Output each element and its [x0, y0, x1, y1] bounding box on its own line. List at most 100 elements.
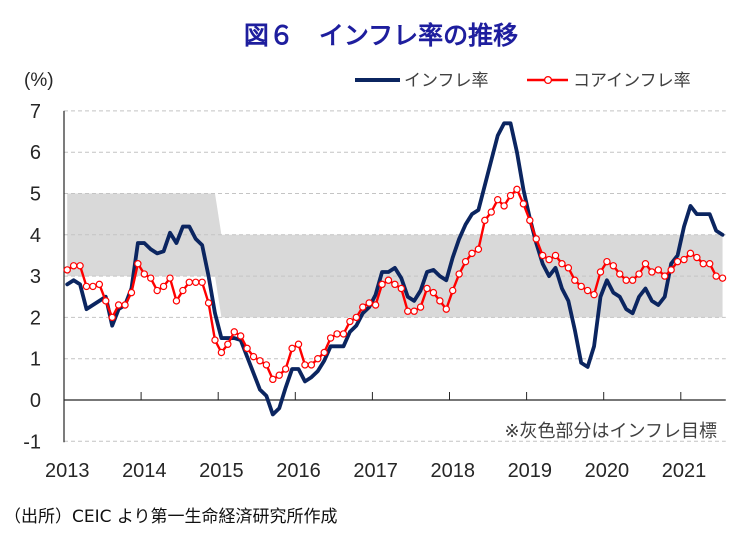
core-inflation-marker	[371, 301, 380, 309]
y-tick-label: 1	[30, 349, 41, 371]
core-inflation-marker	[153, 286, 161, 295]
legend-label-core-inflation: コアインフレ率	[573, 71, 691, 91]
core-inflation-marker	[718, 274, 727, 282]
core-inflation-marker	[320, 348, 328, 357]
core-inflation-marker	[551, 251, 560, 260]
legend-label-inflation: インフレ率	[404, 71, 489, 91]
core-inflation-marker	[294, 340, 303, 348]
core-inflation-marker	[230, 328, 238, 336]
core-inflation-marker	[217, 348, 226, 357]
core-inflation-marker	[500, 202, 508, 210]
core-inflation-marker	[301, 361, 309, 369]
core-inflation-marker	[622, 276, 630, 284]
core-inflation-marker	[635, 270, 643, 278]
core-inflation-marker	[249, 352, 258, 361]
target-band-layer	[67, 193, 723, 318]
legend-marker-core-inflation	[543, 75, 553, 85]
core-inflation-marker	[628, 276, 637, 284]
core-inflation-marker	[661, 272, 669, 280]
series-line-inflation	[65, 121, 725, 417]
core-inflation-marker	[211, 336, 219, 344]
core-inflation-marker	[493, 195, 502, 204]
core-inflation-marker	[577, 282, 585, 291]
core-inflation-marker	[352, 313, 361, 322]
core-inflation-marker	[693, 253, 701, 262]
core-inflation-marker	[114, 301, 123, 309]
core-inflation-markers	[63, 185, 727, 384]
core-inflation-marker	[680, 255, 688, 264]
core-inflation-marker	[127, 288, 136, 297]
y-axis-tick-labels: 7 6 5 4 3 2 1 0 -1	[23, 101, 41, 453]
core-inflation-marker	[339, 330, 348, 338]
core-inflation-marker	[654, 266, 663, 274]
core-inflation-marker	[404, 307, 412, 315]
core-inflation-marker	[487, 208, 495, 216]
core-inflation-marker	[384, 276, 393, 284]
core-inflation-marker	[82, 282, 91, 291]
core-inflation-marker	[603, 257, 611, 266]
core-inflation-marker	[269, 375, 277, 384]
x-tick-label: 2017	[353, 460, 398, 482]
target-band-note: ※灰色部分はインフレ目標	[504, 421, 717, 442]
legend: インフレ率 コアインフレ率	[355, 71, 691, 91]
core-inflation-marker	[712, 272, 720, 280]
core-inflation-marker	[596, 268, 605, 276]
core-inflation-marker	[686, 249, 695, 258]
core-inflation-marker	[378, 280, 386, 289]
core-inflation-marker	[706, 260, 714, 268]
core-inflation-marker	[102, 297, 110, 305]
core-inflation-marker	[526, 216, 534, 225]
core-inflation-marker	[513, 185, 521, 194]
core-inflation-marker	[198, 278, 206, 286]
y-tick-label: 0	[30, 390, 41, 412]
core-inflation-marker	[69, 262, 78, 270]
core-inflation-marker	[224, 340, 232, 348]
core-inflation-marker	[519, 200, 528, 208]
core-inflation-marker	[416, 303, 425, 311]
core-inflation-marker	[641, 260, 650, 268]
x-tick-label: 2014	[122, 460, 167, 482]
y-tick-label: 2	[30, 307, 41, 329]
y-tick-label: 5	[30, 184, 41, 206]
x-tick-label: 2018	[430, 460, 475, 482]
core-inflation-marker	[326, 334, 335, 342]
core-inflation-marker	[564, 264, 573, 272]
core-inflation-marker	[590, 290, 598, 299]
core-inflation-marker	[121, 301, 129, 309]
x-tick-label: 2021	[662, 460, 707, 482]
core-inflation-marker	[616, 270, 624, 278]
axes	[63, 110, 726, 443]
x-tick-label: 2013	[45, 460, 90, 482]
core-inflation-marker	[166, 274, 174, 282]
gridlines	[64, 110, 726, 442]
core-inflation-marker	[275, 371, 283, 379]
x-tick-label: 2016	[276, 460, 321, 482]
core-inflation-marker	[204, 299, 213, 307]
x-tick-label: 2015	[199, 460, 244, 482]
core-inflation-marker	[192, 278, 200, 286]
core-inflation-marker	[89, 282, 97, 291]
core-inflation-marker	[436, 297, 444, 305]
core-inflation-marker	[673, 257, 682, 266]
core-inflation-marker	[172, 297, 181, 305]
core-inflation-marker	[429, 288, 438, 297]
core-inflation-marker	[449, 286, 457, 295]
core-inflation-marker	[391, 280, 399, 289]
core-inflation-marker	[545, 255, 553, 264]
core-inflation-marker	[236, 332, 245, 340]
chart-title: 図６ インフレ率の推移	[244, 21, 518, 50]
core-inflation-marker	[147, 274, 155, 282]
core-inflation-marker	[538, 251, 547, 260]
core-inflation-marker	[481, 216, 489, 225]
core-inflation-marker	[134, 260, 142, 268]
core-inflation-marker	[423, 284, 431, 293]
core-inflation-marker	[583, 286, 592, 295]
y-tick-label: 6	[30, 142, 41, 164]
core-inflation-marker	[365, 299, 373, 307]
core-inflation-marker	[474, 245, 483, 253]
core-inflation-marker	[262, 361, 271, 369]
core-inflation-marker	[256, 357, 264, 365]
core-inflation-marker	[571, 276, 579, 284]
core-inflation-marker	[410, 307, 418, 315]
